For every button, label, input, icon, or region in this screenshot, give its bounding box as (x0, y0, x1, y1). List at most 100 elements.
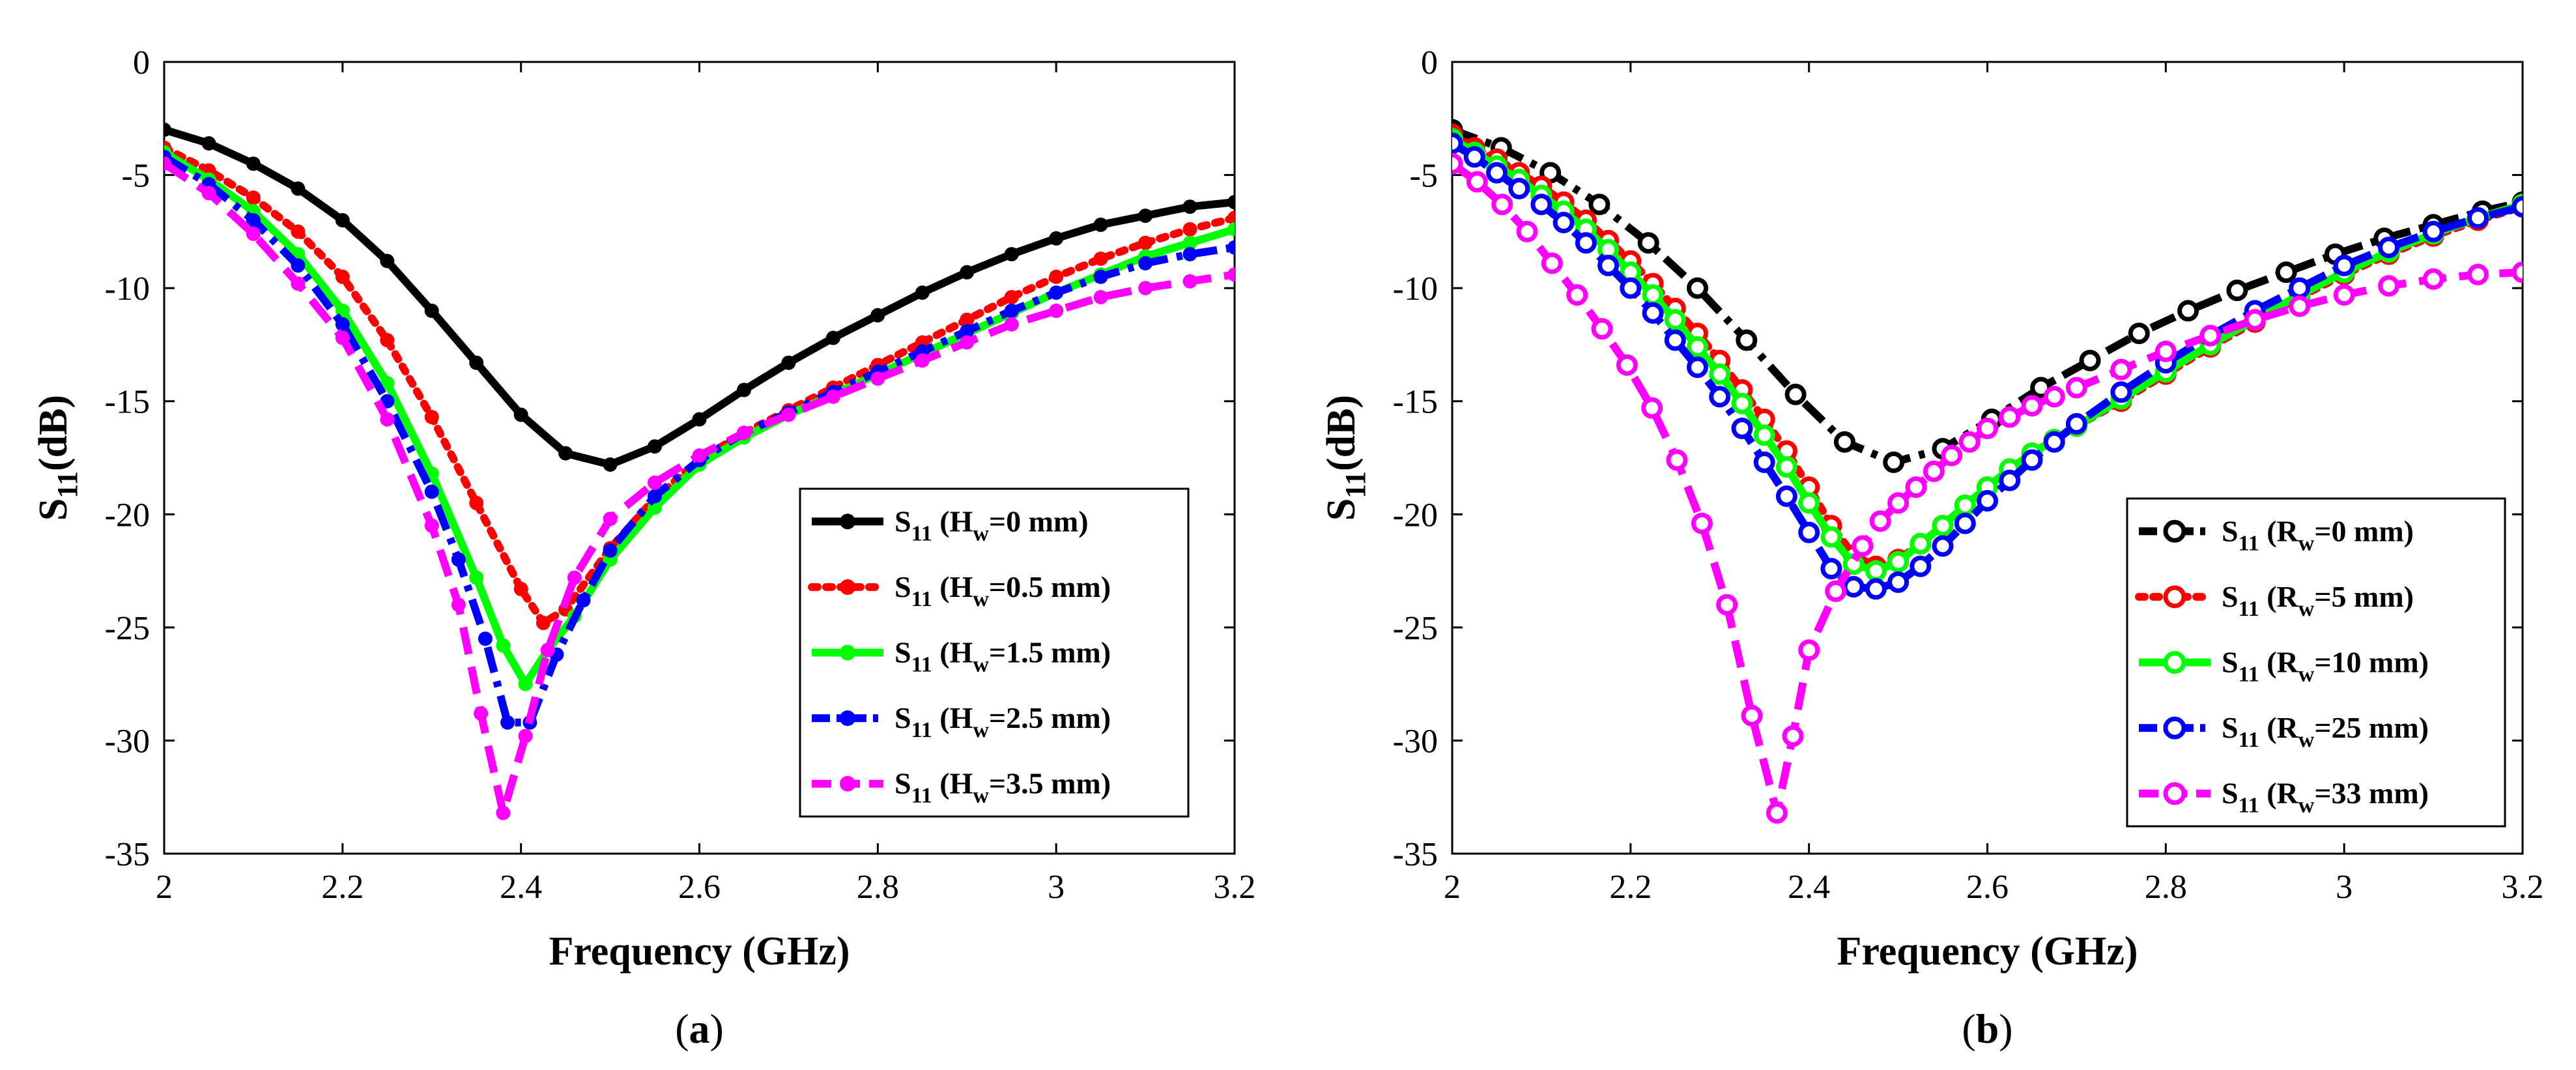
x-tick-label: 2 (156, 869, 173, 906)
data-point (1932, 515, 1954, 537)
data-point (1775, 455, 1797, 478)
y-tick-label: -15 (105, 384, 150, 421)
data-point (246, 156, 261, 171)
data-point (2378, 275, 2400, 297)
y-tick-label: 0 (1421, 44, 1438, 81)
data-point (1910, 532, 1932, 555)
data-point (424, 484, 439, 499)
data-point (1004, 317, 1019, 332)
data-point (1591, 318, 1613, 340)
x-tick-label: 2.2 (1609, 869, 1652, 906)
data-point (469, 570, 484, 585)
data-point (2275, 261, 2297, 283)
data-point (335, 213, 350, 227)
data-point (1731, 417, 1753, 439)
data-point (781, 355, 796, 370)
data-point (500, 715, 515, 730)
data-point (960, 265, 975, 280)
legend-swatch-marker (840, 644, 855, 661)
data-point (246, 226, 261, 241)
data-point (1852, 535, 1874, 557)
data-point (1923, 460, 1945, 482)
data-point (1004, 247, 1019, 262)
data-point (1486, 162, 1508, 184)
series-line (1452, 160, 2523, 817)
data-point (1516, 220, 1538, 242)
data-point (1093, 217, 1108, 232)
data-point (1004, 290, 1019, 304)
x-tick-label: 3 (1048, 869, 1065, 906)
data-point (1597, 254, 1620, 276)
panel-b: 2 2.2 2.4 2.6 2.8 3 3.2 0 -5 -10 -15 -20 -25 -30 -35 Fr… (1288, 0, 2576, 1067)
data-point (1716, 594, 1738, 616)
legend-swatch-marker (2163, 519, 2186, 543)
data-point (424, 518, 439, 533)
x-tick-label: 2.6 (1966, 869, 2009, 906)
data-point (1905, 476, 1927, 499)
y-tick-label: -20 (1393, 497, 1438, 534)
legend-label: S11 (Rw=25 mm) (2222, 711, 2429, 752)
data-point (1138, 256, 1153, 270)
legend-swatch-marker (840, 579, 855, 595)
data-point (1865, 578, 1887, 600)
data-point (1999, 469, 2021, 491)
data-point (2422, 220, 2444, 242)
y-tick-label: 0 (133, 44, 150, 81)
legend: S11 (Rw=0 mm) S11 (Rw=5 mm) S11 (Rw=10 mm)… (2126, 497, 2506, 828)
data-point (1941, 444, 1963, 467)
data-point (469, 355, 484, 370)
data-point (2378, 237, 2400, 259)
y-tick-label: -5 (1410, 158, 1438, 195)
x-axis-title: Frequency (GHz) (549, 929, 850, 974)
data-point (513, 581, 528, 596)
x-tick-label: 2.4 (500, 869, 542, 906)
data-point (1620, 277, 1642, 299)
data-point (1833, 431, 1855, 453)
data-point (870, 371, 885, 386)
data-point (1508, 177, 1530, 199)
data-point (1138, 209, 1153, 224)
data-point (1842, 575, 1865, 598)
y-tick-label: -35 (1393, 836, 1438, 873)
data-point (648, 475, 662, 490)
data-point (1954, 512, 1976, 534)
data-point (1182, 247, 1197, 262)
x-tick-label: 3.2 (2502, 869, 2544, 906)
data-point (164, 123, 171, 137)
data-point (2177, 300, 2199, 322)
data-point (513, 407, 528, 422)
data-point (737, 383, 751, 398)
data-point (1736, 329, 1758, 351)
data-point (380, 253, 395, 268)
data-point (1709, 386, 1731, 408)
data-point (2512, 195, 2523, 218)
data-point (2289, 277, 2311, 299)
data-point (1977, 417, 1998, 439)
plot-area (1452, 119, 2523, 824)
data-point (291, 224, 306, 239)
legend-item: S11 (Hw=3.5 mm) (812, 767, 1111, 808)
data-point (1784, 383, 1807, 405)
data-point (1887, 492, 1910, 514)
data-point (1782, 725, 1804, 747)
data-point (2065, 412, 2087, 435)
data-point (1093, 290, 1108, 304)
data-point (291, 276, 306, 291)
y-tick-label: -5 (122, 158, 150, 195)
data-point (2021, 449, 2043, 471)
data-point (648, 489, 662, 504)
legend-item: S11 (Rw=5 mm) (2135, 580, 2414, 621)
axes: 2 2.2 2.4 2.6 2.8 3 3.2 0 -5 -10 -15 -20 -25 -30 -35 (1393, 44, 2544, 906)
data-point (1664, 309, 1686, 331)
y-tick-label: -15 (1393, 384, 1438, 421)
data-point (2199, 325, 2222, 347)
x-tick-label: 2.4 (1788, 869, 1830, 906)
y-tick-label: -10 (105, 270, 150, 308)
data-point (335, 317, 350, 332)
data-point (1687, 277, 1708, 299)
legend-label: S11 (Hw=2.5 mm) (894, 701, 1111, 742)
data-point (2226, 280, 2248, 302)
data-point (1687, 336, 1708, 358)
data-point (474, 706, 489, 721)
data-point (1049, 269, 1064, 284)
